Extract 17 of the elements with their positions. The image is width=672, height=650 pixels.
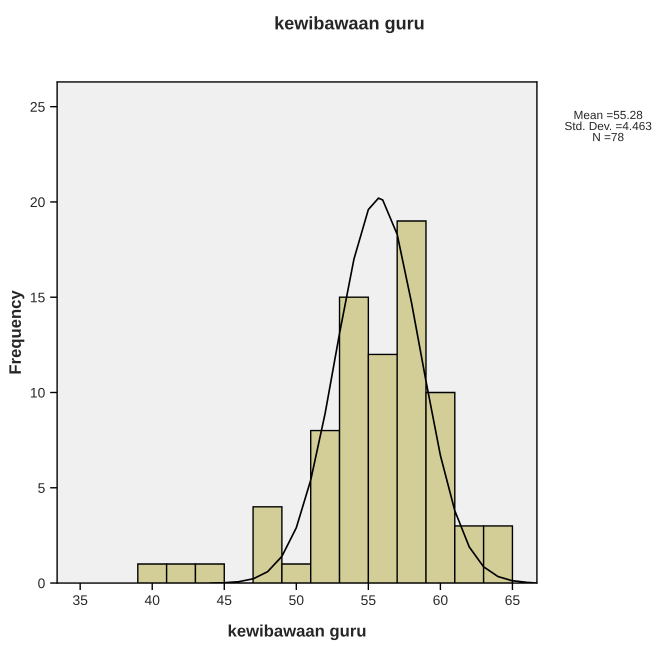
- x-tick-label: 60: [433, 595, 448, 606]
- x-tick-label: 65: [505, 595, 520, 606]
- y-tick-label: 20: [30, 197, 45, 208]
- y-tick-label: 25: [30, 102, 45, 112]
- x-tick-label: 55: [361, 595, 376, 606]
- y-tick-label: 5: [38, 483, 45, 493]
- x-tick-label: 45: [216, 595, 232, 606]
- y-tick-label: 0: [38, 578, 45, 588]
- y-axis-title: Frequency: [9, 290, 24, 374]
- x-tick-label: 40: [144, 595, 160, 606]
- x-axis-title: kewibawaan guru: [228, 624, 366, 640]
- y-tick-label: 10: [30, 388, 45, 398]
- x-tick-label: 35: [72, 595, 88, 606]
- text: Mean =55.28 Std. Dev. =4.463 N =78: [565, 110, 652, 142]
- y-tick-label: 15: [30, 292, 45, 302]
- chart-title: kewibawaan guru: [275, 16, 424, 34]
- x-tick-label: 50: [289, 595, 304, 606]
